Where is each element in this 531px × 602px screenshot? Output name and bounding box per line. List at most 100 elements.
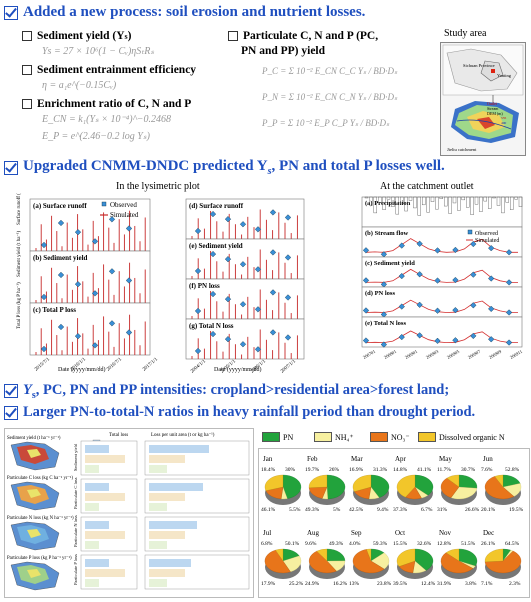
headline-3-text: , PC, PN and PP intensities: cropland>re… <box>35 382 450 398</box>
intensity-map-hotspot <box>27 529 41 538</box>
pie-percent-label: 42.5% <box>349 507 364 513</box>
intensity-map-hotspot <box>27 569 41 578</box>
precip-bar <box>452 196 457 204</box>
precip-bar <box>443 196 448 207</box>
unit-bar-forest <box>149 465 167 473</box>
pie-percent-label: 9.4% <box>377 507 389 513</box>
map-legend-dem: DEM (m) <box>487 111 503 116</box>
pie-percent-label: 6.7% <box>421 507 433 513</box>
entrainment-equation: η = a₁e^(−0.15Cᵥ) <box>42 80 117 91</box>
pie-slice <box>352 474 372 492</box>
total-bar-residential <box>85 531 125 539</box>
map-label-yanting: Yanting <box>497 73 512 78</box>
observed-marker <box>108 216 116 223</box>
legend-simulated: Simulated <box>475 238 499 244</box>
observed-marker <box>91 290 99 297</box>
observed-marker <box>434 307 441 314</box>
observed-marker <box>125 225 133 232</box>
pie-percent-label: 49.3% <box>305 507 320 513</box>
observed-marker <box>416 301 423 308</box>
pie-percent-label: 25.2% <box>289 581 304 587</box>
precip-bar <box>417 196 422 216</box>
pie-month-label: Feb <box>307 455 318 463</box>
pie-percent-label: 24.9% <box>305 581 320 587</box>
legend-observed: Observed <box>475 231 498 237</box>
square-bullet-icon <box>228 31 238 41</box>
pie-percent-label: 4.0% <box>349 541 361 547</box>
pie-percent-label: 14.8% <box>393 467 408 473</box>
precip-bar <box>518 196 523 207</box>
precip-bar <box>404 196 408 212</box>
catchment-xtick: 200903 <box>425 348 440 359</box>
checkbox-icon <box>4 384 18 399</box>
catchment-xtick: 200801 <box>383 349 397 360</box>
observed-marker <box>416 240 423 247</box>
lys-right-panel-frame <box>185 198 305 240</box>
map-legend-outlet: Outlet <box>487 101 498 106</box>
precip-bar <box>492 196 496 199</box>
lys-left-panel-label: (a) Surface runoff <box>33 202 87 210</box>
intensity-map-title: Particulate N loss (kg N ha⁻¹ yr⁻¹) <box>7 515 74 521</box>
precip-bar <box>474 196 479 205</box>
square-bullet-icon <box>22 31 32 41</box>
observed-marker <box>91 238 99 245</box>
observed-marker <box>254 266 262 273</box>
precip-bar <box>470 196 474 215</box>
intensity-row-label: Particulate C loss <box>73 477 78 509</box>
intensity-map-title: Particulate C loss (kg C ha⁻¹ yr⁻¹) <box>7 475 73 481</box>
lys-ylabel: Total P loss (kg P ha⁻¹) <box>16 282 22 329</box>
legend-no3: NO₃⁻ <box>370 432 410 442</box>
pie-percent-label: 37.3% <box>393 507 408 513</box>
pie-slice <box>264 549 291 574</box>
sediment-equation: Ys = 27 × 10⁶(1 − Cᵥ)ηSₜRₛ <box>42 46 155 57</box>
pie-percent-label: 49.3% <box>329 541 344 547</box>
observed-marker <box>269 329 277 336</box>
pie-percent-label: 2.3% <box>509 581 521 587</box>
observed-marker <box>254 346 262 353</box>
pie-slice <box>264 474 284 491</box>
intensity-row-label: Particulate N loss <box>73 515 78 547</box>
headline-3-var: Y <box>23 382 32 398</box>
observed-marker <box>269 209 277 216</box>
pie-percent-label: 41.1% <box>417 467 432 473</box>
observed-marker <box>488 305 495 312</box>
pie-slice <box>450 486 478 500</box>
pie-figure: Jan 18.4% 30% 46.1% 5.5% Feb 19.7% 26% 49.3% 5% Ma… <box>258 448 530 598</box>
pie-slice <box>414 548 434 571</box>
legend-swatch <box>314 432 332 442</box>
precip-bar <box>408 196 413 201</box>
precip-bar <box>457 196 461 211</box>
precip-bar <box>461 196 466 201</box>
observed-marker <box>74 281 82 288</box>
observed-marker <box>40 241 48 249</box>
pie-percent-label: 51.5% <box>461 541 476 547</box>
study-area-map-svg: Sichuan Province Yanting Outlet Stream D… <box>442 44 524 152</box>
observed-marker <box>434 247 441 254</box>
catchment-title: At the catchment outlet <box>380 181 474 192</box>
pie-percent-label: 20.1% <box>481 507 496 513</box>
catchment-panel-label: (c) Sediment yield <box>365 260 415 267</box>
observed-marker <box>194 307 202 315</box>
legend-label: Dissolved organic N <box>439 432 505 442</box>
precip-bar <box>483 196 488 202</box>
catchment-panel-label: (e) Total N loss <box>365 320 406 327</box>
observed-marker <box>452 246 459 254</box>
observed-marker <box>239 341 247 348</box>
unit-bar-residential <box>149 569 185 577</box>
observed-marker <box>398 242 405 249</box>
observed-marker <box>209 290 217 298</box>
headline-1: Added a new process: soil erosion and nu… <box>4 4 365 21</box>
observed-marker <box>57 323 65 331</box>
col-unit-title: Loss per unit area (t or kg ha⁻¹) <box>151 432 215 438</box>
observed-marker <box>224 336 232 343</box>
pie-percent-label: 5.5% <box>289 507 301 513</box>
legend-observed: Observed <box>110 201 137 209</box>
pie-percent-label: 52.8% <box>505 467 520 473</box>
observed-marker <box>470 332 477 340</box>
pie-percent-label: 5% <box>333 507 341 513</box>
observed-marker <box>362 307 370 314</box>
total-bar-forest <box>85 503 99 511</box>
observed-marker <box>505 339 513 346</box>
observed-marker <box>125 329 133 336</box>
observed-marker <box>269 249 277 256</box>
